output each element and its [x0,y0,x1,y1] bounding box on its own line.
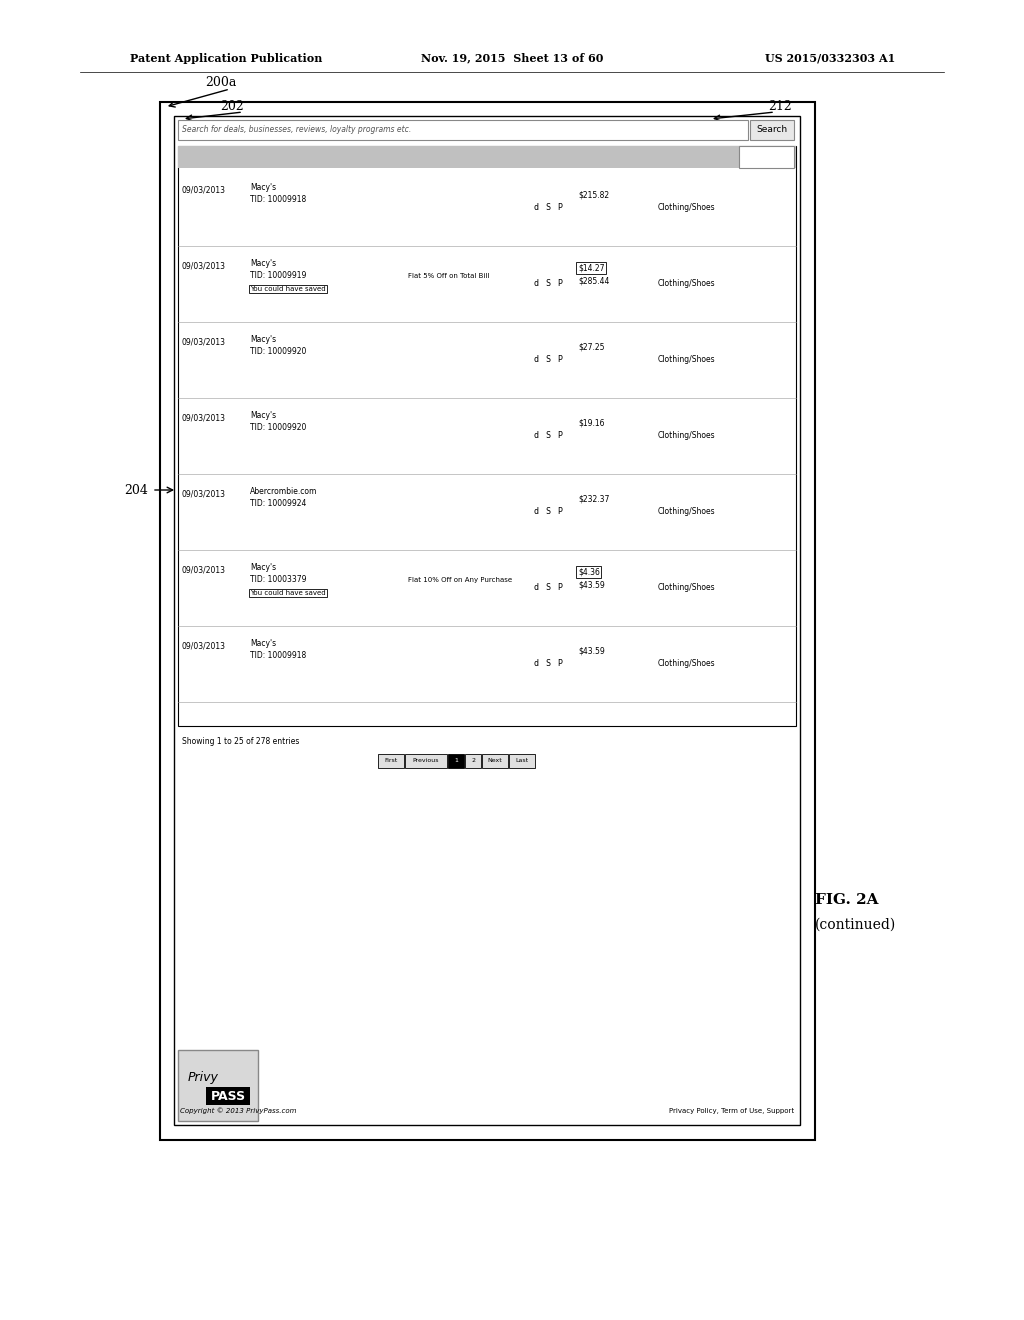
Text: P: P [557,355,562,364]
Text: P: P [557,507,562,516]
Text: S: S [546,203,551,213]
Text: S: S [546,355,551,364]
Text: 09/03/2013: 09/03/2013 [182,261,226,271]
Text: Copyright © 2013 PrivyPass.com: Copyright © 2013 PrivyPass.com [180,1107,297,1114]
Text: Macy's: Macy's [250,412,276,421]
Text: d: d [534,203,539,213]
Text: First: First [384,759,397,763]
Bar [174,116,800,1125]
Text: 204: 204 [124,483,148,496]
Text: d: d [534,660,539,668]
Bar [178,147,796,726]
Bar [206,1086,250,1105]
Text: TID: 10009918: TID: 10009918 [250,195,306,205]
Text: You could have saved: You could have saved [250,286,326,292]
Text: d: d [534,355,539,364]
Text: 200a: 200a [205,77,237,90]
Bar [160,102,815,1140]
Text: d: d [534,507,539,516]
Text: Macy's: Macy's [250,335,276,345]
Text: d: d [534,583,539,593]
Text: TID: 10009924: TID: 10009924 [250,499,306,508]
Text: Macy's: Macy's [250,183,276,193]
Text: P: P [557,660,562,668]
Text: You could have saved: You could have saved [250,590,326,597]
Text: 09/03/2013: 09/03/2013 [182,413,226,422]
Text: Privy: Privy [188,1072,219,1085]
Text: Clothing/Shoes: Clothing/Shoes [658,280,716,289]
Text: $14.27: $14.27 [578,264,604,272]
Text: Flat 10% Off on Any Purchase: Flat 10% Off on Any Purchase [408,577,512,583]
Text: Search for deals, businesses, reviews, loyalty programs etc.: Search for deals, businesses, reviews, l… [182,125,412,135]
Text: TID: 10009920: TID: 10009920 [250,424,306,433]
Text: Clothing/Shoes: Clothing/Shoes [658,507,716,516]
Text: P: P [557,203,562,213]
Bar [178,1049,258,1121]
Text: $43.59: $43.59 [578,647,605,656]
Bar [739,147,794,168]
Text: $232.37: $232.37 [578,495,609,503]
Text: US 2015/0332303 A1: US 2015/0332303 A1 [765,53,895,63]
Text: 212: 212 [768,100,792,114]
Text: $19.16: $19.16 [578,418,604,428]
Text: Macy's: Macy's [250,260,276,268]
Text: d: d [534,432,539,441]
Text: P: P [557,432,562,441]
Text: Macy's: Macy's [250,564,276,573]
Text: Flat 5% Off on Total Bill: Flat 5% Off on Total Bill [408,273,489,279]
Bar [406,754,447,768]
Text: TID: 10009918: TID: 10009918 [250,652,306,660]
Bar [178,147,796,168]
Text: P: P [557,583,562,593]
Text: 09/03/2013: 09/03/2013 [182,338,226,346]
Text: $27.25: $27.25 [578,342,604,351]
Text: S: S [546,507,551,516]
Text: Patent Application Publication: Patent Application Publication [130,53,323,63]
Bar [750,120,794,140]
Text: $43.59: $43.59 [578,581,605,590]
Text: S: S [546,280,551,289]
Text: Clothing/Shoes: Clothing/Shoes [658,355,716,364]
Text: S: S [546,583,551,593]
Text: Previous: Previous [413,759,439,763]
Text: 1: 1 [454,759,458,763]
Text: Macy's: Macy's [250,639,276,648]
Text: Search: Search [757,125,787,135]
Bar [449,754,464,768]
Text: Nov. 19, 2015  Sheet 13 of 60: Nov. 19, 2015 Sheet 13 of 60 [421,53,603,63]
Text: S: S [546,432,551,441]
Text: P: P [557,280,562,289]
Text: TID: 10009920: TID: 10009920 [250,347,306,356]
Text: Showing 1 to 25 of 278 entries: Showing 1 to 25 of 278 entries [182,738,299,747]
Bar [465,754,481,768]
Text: Privacy Policy, Term of Use, Support: Privacy Policy, Term of Use, Support [669,1107,794,1114]
Text: Abercrombie.com: Abercrombie.com [250,487,317,496]
Text: TID: 10003379: TID: 10003379 [250,576,306,585]
Bar [378,754,404,768]
Text: 202: 202 [220,100,244,114]
Text: d: d [534,280,539,289]
Text: 09/03/2013: 09/03/2013 [182,490,226,499]
Text: FIG. 2A: FIG. 2A [815,894,879,907]
Text: PASS: PASS [211,1089,246,1102]
Text: Last: Last [515,759,528,763]
Text: $4.36: $4.36 [578,568,600,577]
Text: Clothing/Shoes: Clothing/Shoes [658,583,716,593]
Bar [509,754,535,768]
Bar [482,754,508,768]
Text: 2: 2 [471,759,475,763]
Bar [178,120,748,140]
Text: Next: Next [487,759,503,763]
Text: Clothing/Shoes: Clothing/Shoes [658,203,716,213]
Text: S: S [546,660,551,668]
Text: Clothing/Shoes: Clothing/Shoes [658,660,716,668]
Text: (continued): (continued) [815,917,896,932]
Text: TID: 10009919: TID: 10009919 [250,272,306,281]
Text: 09/03/2013: 09/03/2013 [182,642,226,651]
Text: $215.82: $215.82 [578,190,609,199]
Text: $285.44: $285.44 [578,276,609,285]
Text: 09/03/2013: 09/03/2013 [182,186,226,194]
Text: Clothing/Shoes: Clothing/Shoes [658,432,716,441]
Text: 09/03/2013: 09/03/2013 [182,565,226,574]
